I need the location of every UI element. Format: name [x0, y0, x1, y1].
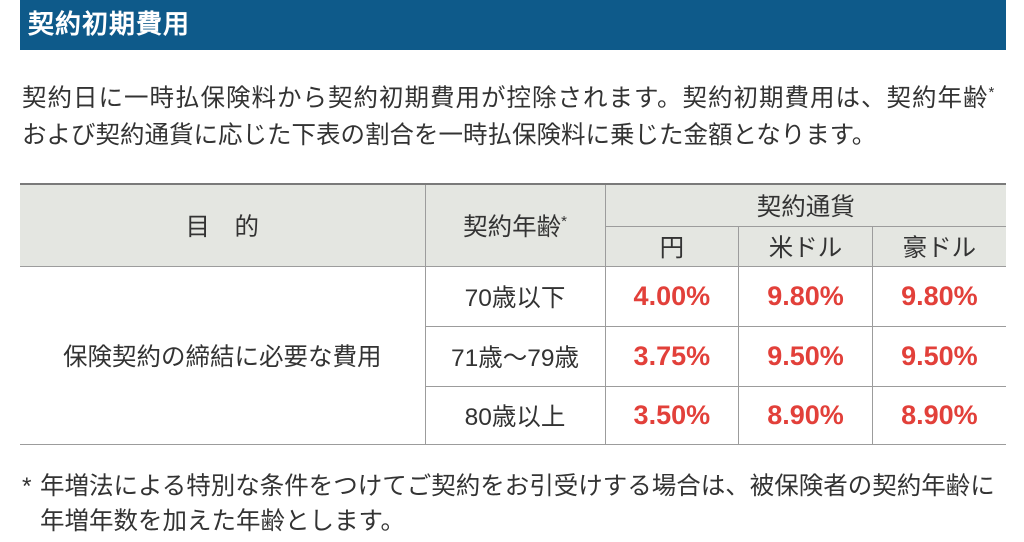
purpose-cell: 保険契約の締結に必要な費用: [20, 265, 426, 445]
rate-cell-aud: 9.80%: [871, 265, 1006, 327]
intro-line-2: および契約通貨に応じた下表の割合を一時払保険料に乗じた金額となります。: [22, 122, 877, 149]
table-header-row-2: 円 米ドル 豪ドル: [20, 225, 1006, 267]
intro-line-1: 契約日に一時払保険料から契約初期費用が控除されます。契約初期費用は、契約年齢*: [22, 80, 994, 117]
header-contract-currency: 契約通貨: [604, 183, 1006, 227]
age-range-cell: 80歳以上: [424, 385, 606, 445]
rate-cell-aud: 8.90%: [871, 385, 1006, 445]
intro-paragraph: 契約日に一時払保険料から契約初期費用が控除されます。契約初期費用は、契約年齢* …: [22, 80, 994, 154]
table-row: 80歳以上 3.50% 8.90% 8.90%: [20, 385, 1006, 445]
table-body: 保険契約の締結に必要な費用 70歳以下 4.00% 9.80% 9.80% 71…: [20, 265, 1006, 445]
rate-cell-usd: 8.90%: [738, 385, 873, 445]
header-age-footnote-mark: *: [561, 212, 567, 230]
rate-cell-usd: 9.80%: [738, 265, 873, 327]
header-currency-aud: 豪ドル: [871, 225, 1006, 267]
footnote-line-2: 年増年数を加えた年齢とします。: [40, 508, 406, 535]
header-contract-age-label: 契約年齢: [463, 213, 562, 241]
rate-cell-jpy: 3.50%: [604, 385, 740, 445]
section-title-bar: 契約初期費用: [20, 0, 1006, 50]
intro-line-1-text: 契約日に一時払保険料から契約初期費用が控除されます。契約初期費用は、契約年齢: [22, 85, 989, 112]
header-currency-jpy: 円: [604, 225, 740, 267]
footnote-asterisk: *: [22, 473, 32, 500]
rate-cell-aud: 9.50%: [871, 325, 1006, 387]
header-currency-usd: 米ドル: [738, 225, 873, 267]
header-contract-age: 契約年齢*: [424, 183, 606, 267]
header-purpose: 目 的: [20, 183, 426, 267]
rate-cell-jpy: 3.75%: [604, 325, 740, 387]
section-title: 契約初期費用: [28, 9, 191, 39]
table-header: 目 的 契約年齢* 契約通貨 円 米ドル 豪ドル: [20, 183, 1006, 267]
age-range-cell: 70歳以下: [424, 265, 606, 327]
table-header-row-1: 目 的 契約年齢* 契約通貨: [20, 183, 1006, 267]
initial-fee-rate-table: 目 的 契約年齢* 契約通貨 円 米ドル 豪ドル 保険契約の締結に必要な費用 7…: [20, 183, 1006, 445]
rate-cell-jpy: 4.00%: [604, 265, 740, 327]
footnote-line-1: * 年増法による特別な条件をつけてご契約をお引受けする場合は、被保険者の契約年齢に: [22, 469, 995, 504]
footnote: * 年増法による特別な条件をつけてご契約をお引受けする場合は、被保険者の契約年齢に…: [22, 469, 995, 539]
intro-footnote-mark: *: [988, 84, 995, 101]
rate-cell-usd: 9.50%: [738, 325, 873, 387]
table-row: 保険契約の締結に必要な費用 70歳以下 4.00% 9.80% 9.80%: [20, 265, 1006, 445]
footnote-line-1-text: 年増法による特別な条件をつけてご契約をお引受けする場合は、被保険者の契約年齢に: [40, 473, 995, 500]
age-range-cell: 71歳～79歳: [424, 325, 606, 387]
